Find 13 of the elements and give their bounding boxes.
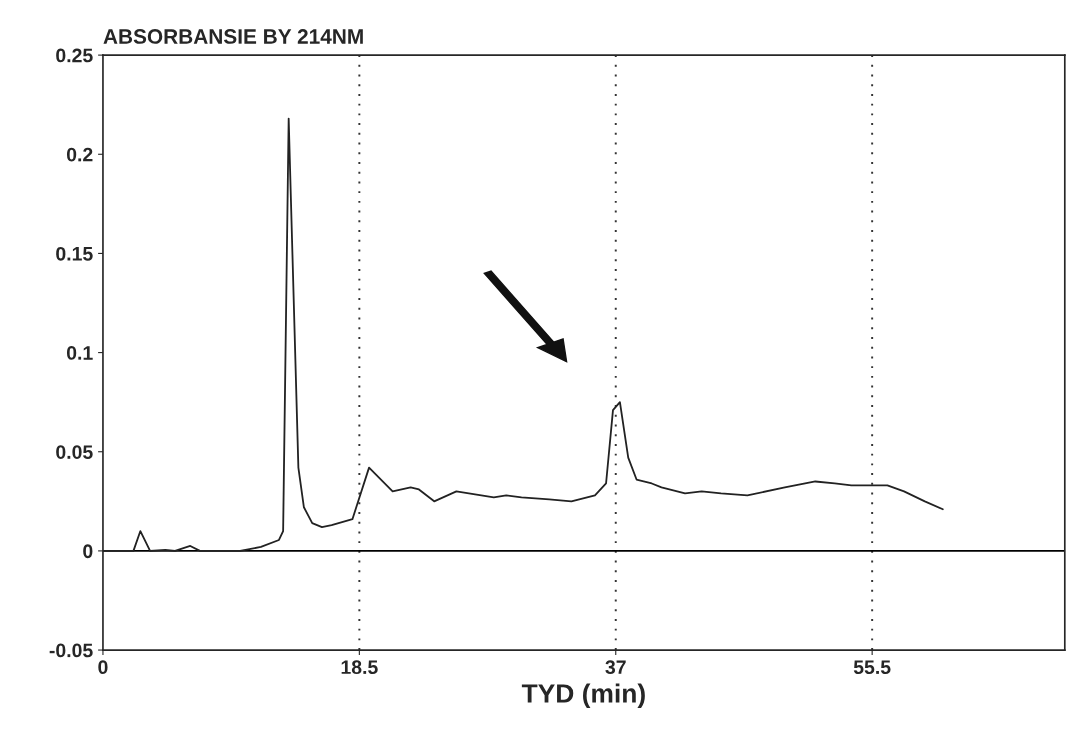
y-tick-label: 0.25: [56, 48, 93, 63]
y-tick-label: 0.1: [66, 346, 93, 360]
y-tick-label: -0.05: [49, 643, 93, 658]
x-axis-title: TYD (min): [521, 683, 645, 709]
y-tick-label: 0: [83, 544, 93, 559]
y-tick-label: 0.05: [56, 445, 93, 459]
x-tick-label: 37: [605, 660, 626, 675]
x-tick-label: 55.5: [853, 660, 891, 675]
y-tick-label: 0.2: [66, 147, 93, 162]
x-tick-label: 18.5: [341, 660, 378, 675]
y-tick-label: 0.15: [56, 246, 93, 261]
chart-title: ABSORBANSIE BY 214NM: [103, 29, 363, 44]
x-tick-label: 0: [98, 660, 108, 675]
